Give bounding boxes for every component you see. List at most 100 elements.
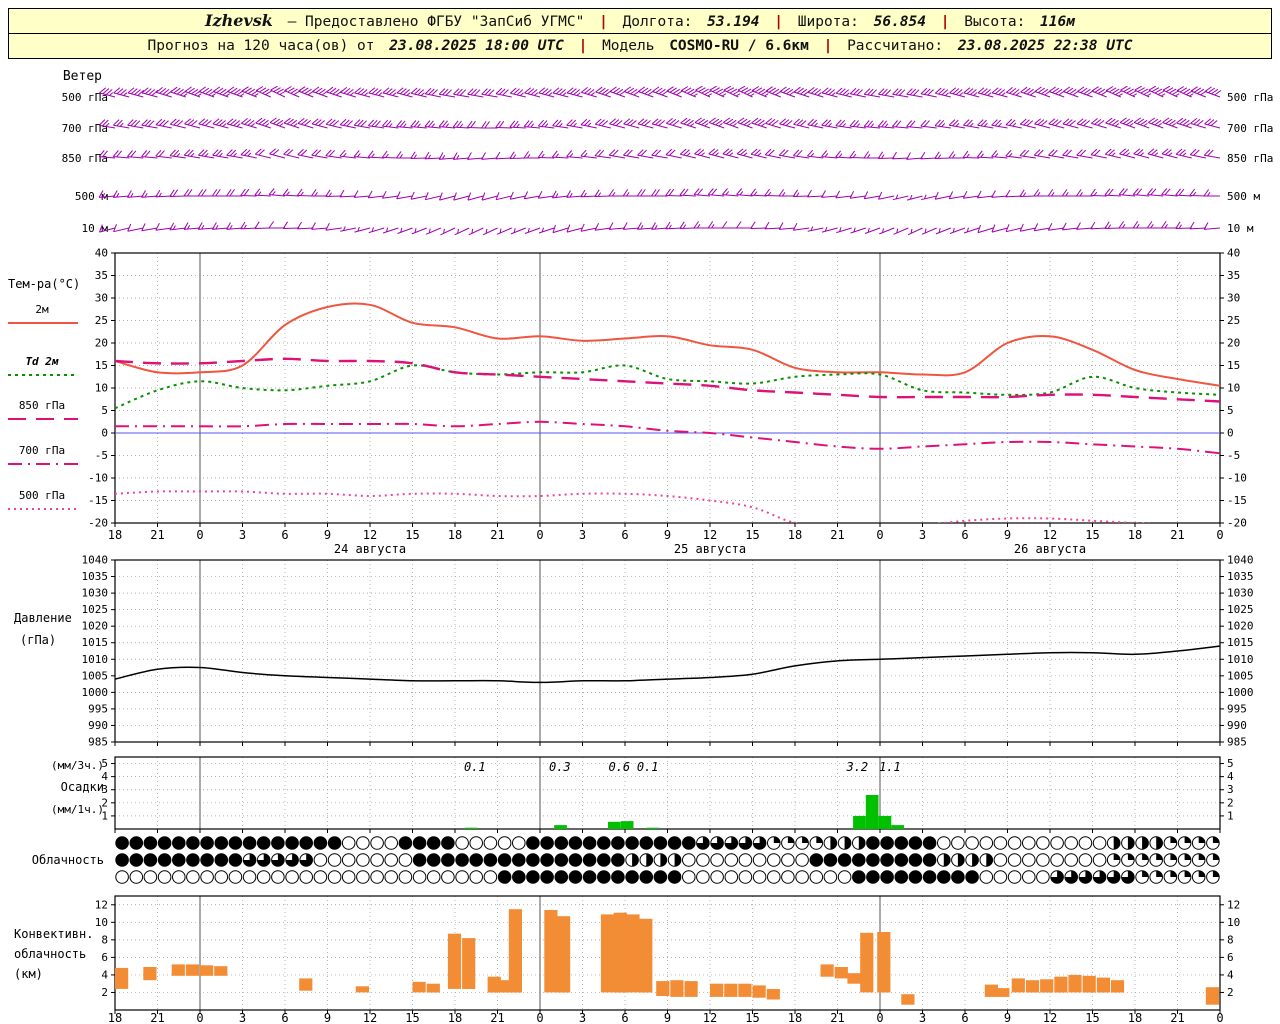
- svg-text:10: 10: [95, 382, 108, 395]
- conv-cloud-bar: [1068, 974, 1082, 993]
- precip-bar: [620, 821, 634, 829]
- svg-text:3: 3: [1227, 783, 1234, 796]
- precip-bar: [608, 821, 621, 829]
- svg-text:15: 15: [1085, 528, 1099, 542]
- precip-bar: [646, 827, 659, 829]
- model-value: COSMO-RU / 6.6км: [669, 38, 809, 54]
- svg-text:-15: -15: [88, 494, 108, 507]
- svg-text:850 гПа: 850 гПа: [62, 152, 108, 165]
- wind-barbs-row: [99, 221, 1221, 236]
- temperature-legend: Тем-ра(°C) 2м Td 2м 850 гПа 700 гПа 500 гПа: [8, 277, 80, 510]
- conv-cloud-bar: [412, 981, 426, 993]
- svg-text:1: 1: [1227, 809, 1234, 822]
- station-name: Izhevsk: [205, 11, 273, 30]
- svg-text:0.6: 0.6: [608, 760, 630, 774]
- altitude-label: Высота:: [964, 14, 1026, 30]
- svg-text:18: 18: [108, 1011, 122, 1024]
- conv-cloud-bar: [487, 976, 501, 993]
- svg-text:6: 6: [621, 528, 628, 542]
- svg-text:18: 18: [448, 1011, 462, 1024]
- svg-text:21: 21: [150, 1011, 164, 1024]
- svg-text:26 августа: 26 августа: [1014, 542, 1086, 556]
- svg-text:500 гПа: 500 гПа: [62, 91, 108, 104]
- svg-text:3: 3: [919, 1011, 926, 1024]
- svg-text:-15: -15: [1227, 494, 1247, 507]
- pressure-line: [114, 645, 1221, 684]
- svg-text:12: 12: [703, 528, 717, 542]
- svg-text:6: 6: [621, 1011, 628, 1024]
- svg-text:985: 985: [1227, 736, 1247, 749]
- svg-text:10 м: 10 м: [82, 222, 109, 235]
- svg-text:24 августа: 24 августа: [334, 542, 406, 556]
- x-axis-top: 18 21 0 3 6 9 12 15 18 21 0 3 6 9 12 15 18 21 0 3 6 9 12 15 18 21…: [108, 528, 1224, 556]
- svg-text:2: 2: [1227, 796, 1234, 809]
- svg-text:6: 6: [961, 528, 968, 542]
- svg-text:8: 8: [1227, 933, 1234, 946]
- conv-cloud-bar: [834, 967, 848, 979]
- separator: |: [940, 14, 950, 30]
- series-line: [115, 420, 1220, 455]
- svg-text:0: 0: [536, 1011, 543, 1024]
- svg-text:30: 30: [1227, 292, 1240, 305]
- temperature-panel: -20 -20 -15 -15 -10 -10 -5 -5 0 0 5 5 10 10 15 15 20 20 25…: [88, 247, 1247, 530]
- svg-text:0.3: 0.3: [549, 760, 571, 774]
- svg-text:0: 0: [1216, 1011, 1223, 1024]
- convective-cloud-panel: 2 2 4 4 6 6 8 8 10 10 12 12 Конвективн. облачность (км…: [14, 895, 1240, 1014]
- separator: |: [774, 14, 784, 30]
- svg-text:1035: 1035: [82, 570, 109, 583]
- conv-cloud-bar: [724, 983, 738, 997]
- conv-cloud-bar: [600, 914, 615, 993]
- svg-text:1020: 1020: [82, 620, 109, 633]
- svg-text:15: 15: [745, 1011, 759, 1024]
- conv-cloud-bar: [656, 981, 670, 996]
- svg-text:18: 18: [1128, 528, 1142, 542]
- svg-text:20: 20: [1227, 337, 1240, 350]
- svg-text:12: 12: [1043, 1011, 1057, 1024]
- separator: |: [823, 38, 833, 54]
- conv-cloud-bar: [171, 964, 185, 976]
- pressure-panel: 985 985 990 990 995 995 1000 1000 1005 1005 1010 10…: [14, 554, 1254, 749]
- conv-cloud-bar: [1082, 975, 1096, 993]
- svg-text:21: 21: [150, 528, 164, 542]
- svg-text:1025: 1025: [1227, 603, 1254, 616]
- conv-cloud-bar: [1025, 980, 1040, 993]
- svg-text:21: 21: [830, 1011, 844, 1024]
- svg-text:25: 25: [95, 314, 108, 327]
- svg-text:3: 3: [579, 528, 586, 542]
- svg-text:995: 995: [88, 702, 108, 715]
- svg-text:5: 5: [1227, 757, 1234, 770]
- svg-text:(км): (км): [14, 967, 43, 981]
- calc-label: Рассчитано:: [847, 38, 944, 54]
- conv-cloud-bar: [214, 966, 228, 976]
- longitude-label: Долгота:: [622, 14, 693, 30]
- svg-text:20: 20: [95, 337, 108, 350]
- svg-text:9: 9: [664, 1011, 671, 1024]
- temperature-series: [115, 302, 1220, 523]
- wind-barbs-row: [98, 148, 1221, 160]
- svg-text:1030: 1030: [1227, 587, 1254, 600]
- svg-text:35: 35: [1227, 269, 1240, 282]
- svg-text:2: 2: [101, 986, 108, 999]
- svg-text:0: 0: [876, 528, 883, 542]
- svg-text:500 м: 500 м: [75, 190, 108, 203]
- svg-text:3: 3: [101, 783, 108, 796]
- svg-text:0: 0: [1216, 528, 1223, 542]
- conv-cloud-bar: [684, 981, 698, 997]
- header-line-1: Izhevsk — Предоставлено ФГБУ "ЗапСиб УГМ…: [9, 9, 1271, 33]
- header: Izhevsk — Предоставлено ФГБУ "ЗапСиб УГМ…: [8, 8, 1272, 59]
- svg-text:-10: -10: [88, 472, 108, 485]
- wind-barbs-row: [99, 85, 1222, 98]
- svg-text:40: 40: [95, 247, 108, 260]
- conv-cloud-bar: [557, 916, 571, 993]
- svg-text:0: 0: [1227, 427, 1234, 440]
- svg-text:6: 6: [1227, 951, 1234, 964]
- svg-text:3: 3: [919, 528, 926, 542]
- svg-text:21: 21: [490, 528, 504, 542]
- conv-cloud-bar: [355, 986, 369, 993]
- conv-cloud-bar: [738, 983, 752, 997]
- wind-barbs-row: [98, 117, 1221, 129]
- conv-cloud-bar: [860, 932, 874, 993]
- svg-text:10: 10: [1227, 382, 1240, 395]
- conv-cloud-bar: [766, 989, 780, 1000]
